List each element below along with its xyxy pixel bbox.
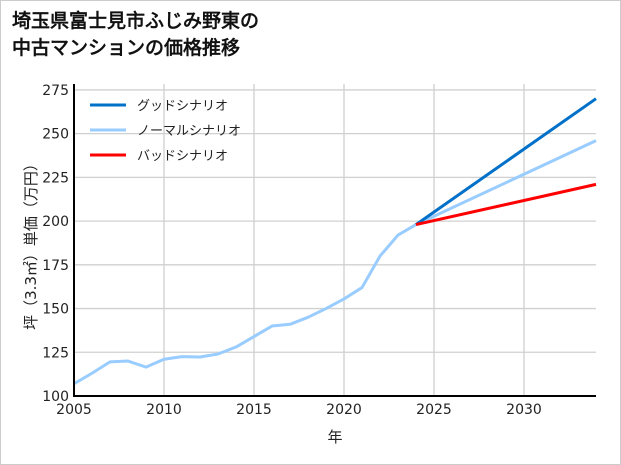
legend-label: バッドシナリオ — [137, 149, 228, 164]
x-tick-label: 2020 — [326, 402, 362, 418]
y-axis-label: 坪（3.3㎡）単価（万円） — [22, 156, 40, 330]
legend-label: ノーマルシナリオ — [137, 124, 241, 139]
y-tick-label: 225 — [42, 170, 69, 186]
x-tick-label: 2005 — [56, 402, 92, 418]
x-axis-label: 年 — [327, 428, 342, 446]
y-tick-label: 250 — [42, 127, 69, 143]
series-line-2 — [415, 182, 597, 227]
y-tick-label: 100 — [42, 389, 69, 405]
y-tick-label: 200 — [42, 214, 69, 230]
series-line-1 — [73, 139, 597, 386]
title-line-2: 中古マンションの価格推移 — [12, 37, 241, 59]
y-tick-label: 175 — [42, 258, 69, 274]
y-tick-label: 150 — [42, 302, 69, 318]
y-tick-label: 275 — [42, 83, 69, 99]
title-line-1: 埼玉県富士見市ふじみ野東の — [12, 10, 260, 32]
y-tick-label: 125 — [42, 345, 69, 361]
series-line-0 — [415, 97, 597, 226]
x-tick-label: 2025 — [416, 402, 452, 418]
x-tick-label: 2015 — [236, 402, 272, 418]
chart-title: 埼玉県富士見市ふじみ野東の 中古マンションの価格推移 — [12, 8, 259, 62]
x-tick-label: 2030 — [506, 402, 542, 418]
x-tick-label: 2010 — [146, 402, 182, 418]
legend-label: グッドシナリオ — [137, 99, 228, 114]
